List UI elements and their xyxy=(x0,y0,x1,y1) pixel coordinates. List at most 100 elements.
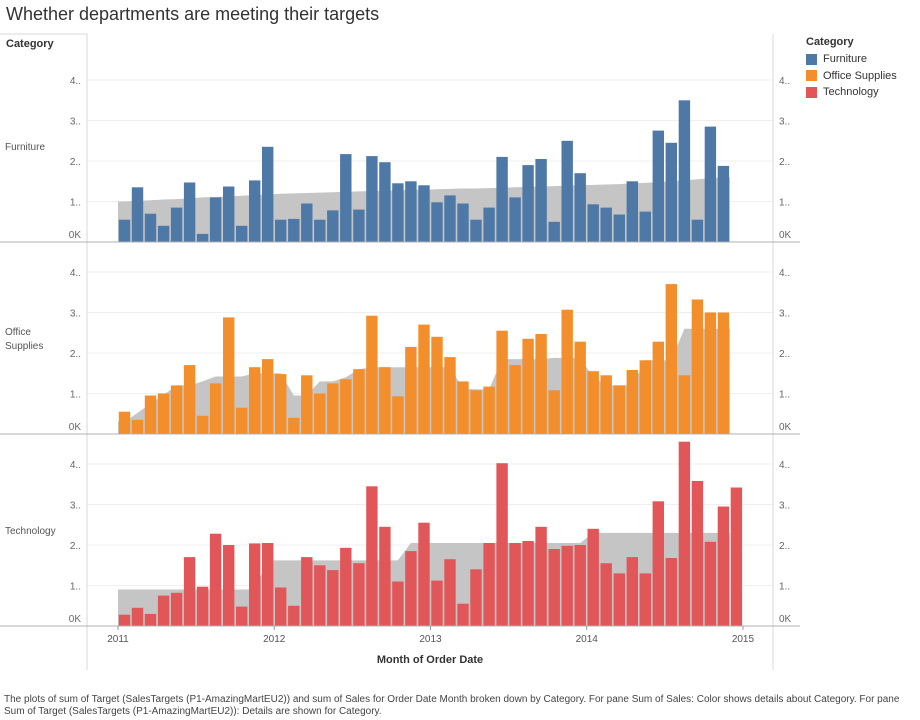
sales-bar xyxy=(405,551,417,626)
sales-bar xyxy=(262,146,274,242)
sales-bar xyxy=(183,365,196,434)
sales-bar xyxy=(183,182,196,242)
sales-bar xyxy=(522,338,534,434)
y-tick-label: 1.. xyxy=(70,390,81,401)
sales-bar xyxy=(340,547,352,626)
sales-bar xyxy=(574,545,586,626)
sales-bar xyxy=(340,379,352,434)
y-tick-label: 4.. xyxy=(70,460,81,471)
sales-bar xyxy=(223,317,235,434)
sales-bar xyxy=(301,557,313,626)
legend-swatch xyxy=(806,53,817,65)
y-tick-label: 4.. xyxy=(70,76,81,87)
y-tick-label-right: 4.. xyxy=(779,460,790,471)
sales-bar xyxy=(717,506,730,626)
sales-bar xyxy=(209,197,222,242)
sales-bar xyxy=(392,183,404,242)
sales-bar xyxy=(626,557,638,626)
sales-bar xyxy=(157,225,170,242)
sales-bar xyxy=(717,312,730,434)
y-tick-label-right: 2.. xyxy=(779,541,790,552)
legend-item-furniture[interactable]: Furniture xyxy=(806,51,897,68)
y-tick-label-right: 0K xyxy=(779,614,792,625)
sales-bar xyxy=(600,375,612,434)
y-tick-label-right: 4.. xyxy=(779,76,790,87)
y-tick-label-right: 1.. xyxy=(779,390,790,401)
sales-bar xyxy=(678,375,691,434)
legend-swatch xyxy=(806,70,817,82)
legend-item-technology[interactable]: Technology xyxy=(806,84,897,101)
sales-bar xyxy=(209,383,222,434)
sales-bar xyxy=(170,592,183,626)
sales-bar xyxy=(574,341,586,434)
sales-bar xyxy=(457,203,469,242)
sales-bar xyxy=(652,130,664,242)
sales-bar xyxy=(418,324,430,434)
sales-bar xyxy=(236,407,248,434)
sales-bar xyxy=(587,204,599,242)
sales-bar xyxy=(170,207,183,242)
sales-bar xyxy=(665,558,677,626)
sales-bar xyxy=(209,533,222,626)
bar-layer xyxy=(118,100,743,627)
legend-item-office-supplies[interactable]: Office Supplies xyxy=(806,68,897,85)
sales-bar xyxy=(353,209,365,242)
chart-caption: The plots of sum of Target (SalesTargets… xyxy=(4,694,900,717)
chart-title: Whether departments are meeting their ta… xyxy=(6,4,380,24)
sales-bar xyxy=(587,371,599,434)
y-tick-label-right: 2.. xyxy=(779,157,790,168)
sales-bar xyxy=(561,140,573,243)
sales-bar xyxy=(483,207,495,242)
y-tick-label: 0K xyxy=(69,230,82,241)
sales-bar xyxy=(275,374,287,434)
sales-bar xyxy=(548,390,560,434)
sales-bar xyxy=(457,381,469,434)
y-tick-label-right: 4.. xyxy=(779,268,790,279)
y-tick-label: 2.. xyxy=(70,541,81,552)
sales-bar xyxy=(509,543,521,626)
sales-bar xyxy=(379,367,391,434)
sales-bar xyxy=(574,173,586,242)
sales-bar xyxy=(522,541,534,626)
y-tick-label: 2.. xyxy=(70,157,81,168)
y-tick-label-right: 3.. xyxy=(779,309,790,320)
sales-bar xyxy=(144,395,157,434)
sales-bar xyxy=(183,557,196,626)
sales-bar xyxy=(678,100,691,243)
sales-bar xyxy=(561,545,573,626)
sales-bar xyxy=(236,606,248,626)
y-tick-label-right: 1.. xyxy=(779,582,790,593)
sales-bar xyxy=(483,543,495,626)
sales-bar xyxy=(366,315,378,434)
sales-bar xyxy=(470,569,482,626)
sales-bar xyxy=(314,393,326,434)
sales-bar xyxy=(118,411,131,434)
chart-canvas: Category 0K 0K 1.. 1.. 2.. 2.. 3.. 3.. 4.. 4.. Fur… xyxy=(0,33,800,670)
sales-bar xyxy=(717,165,730,242)
sales-bar xyxy=(613,573,625,626)
sales-bar xyxy=(418,522,430,626)
sales-bar xyxy=(262,359,274,434)
sales-bar xyxy=(392,396,404,434)
sales-bar xyxy=(470,390,482,434)
sales-bar xyxy=(704,312,717,434)
sales-bar xyxy=(600,207,612,242)
x-tick-label: 2011 xyxy=(107,634,129,645)
sales-bar xyxy=(288,417,300,434)
sales-bar xyxy=(118,614,131,626)
y-tick-label: 0K xyxy=(69,614,82,625)
sales-bar xyxy=(223,186,235,242)
sales-bar xyxy=(457,603,469,626)
sales-bar xyxy=(275,219,287,242)
sales-bar xyxy=(379,162,391,242)
sales-bar xyxy=(314,565,326,627)
x-tick-label: 2013 xyxy=(419,634,442,645)
sales-bar xyxy=(301,203,313,242)
x-tick-label: 2014 xyxy=(576,634,599,645)
sales-bar xyxy=(157,393,170,434)
y-tick-label: 2.. xyxy=(70,349,81,360)
legend-label: Furniture xyxy=(823,53,868,66)
sales-bar xyxy=(470,219,482,242)
row-label-technology: Technology xyxy=(5,526,56,537)
y-tick-label-right: 3.. xyxy=(779,501,790,512)
